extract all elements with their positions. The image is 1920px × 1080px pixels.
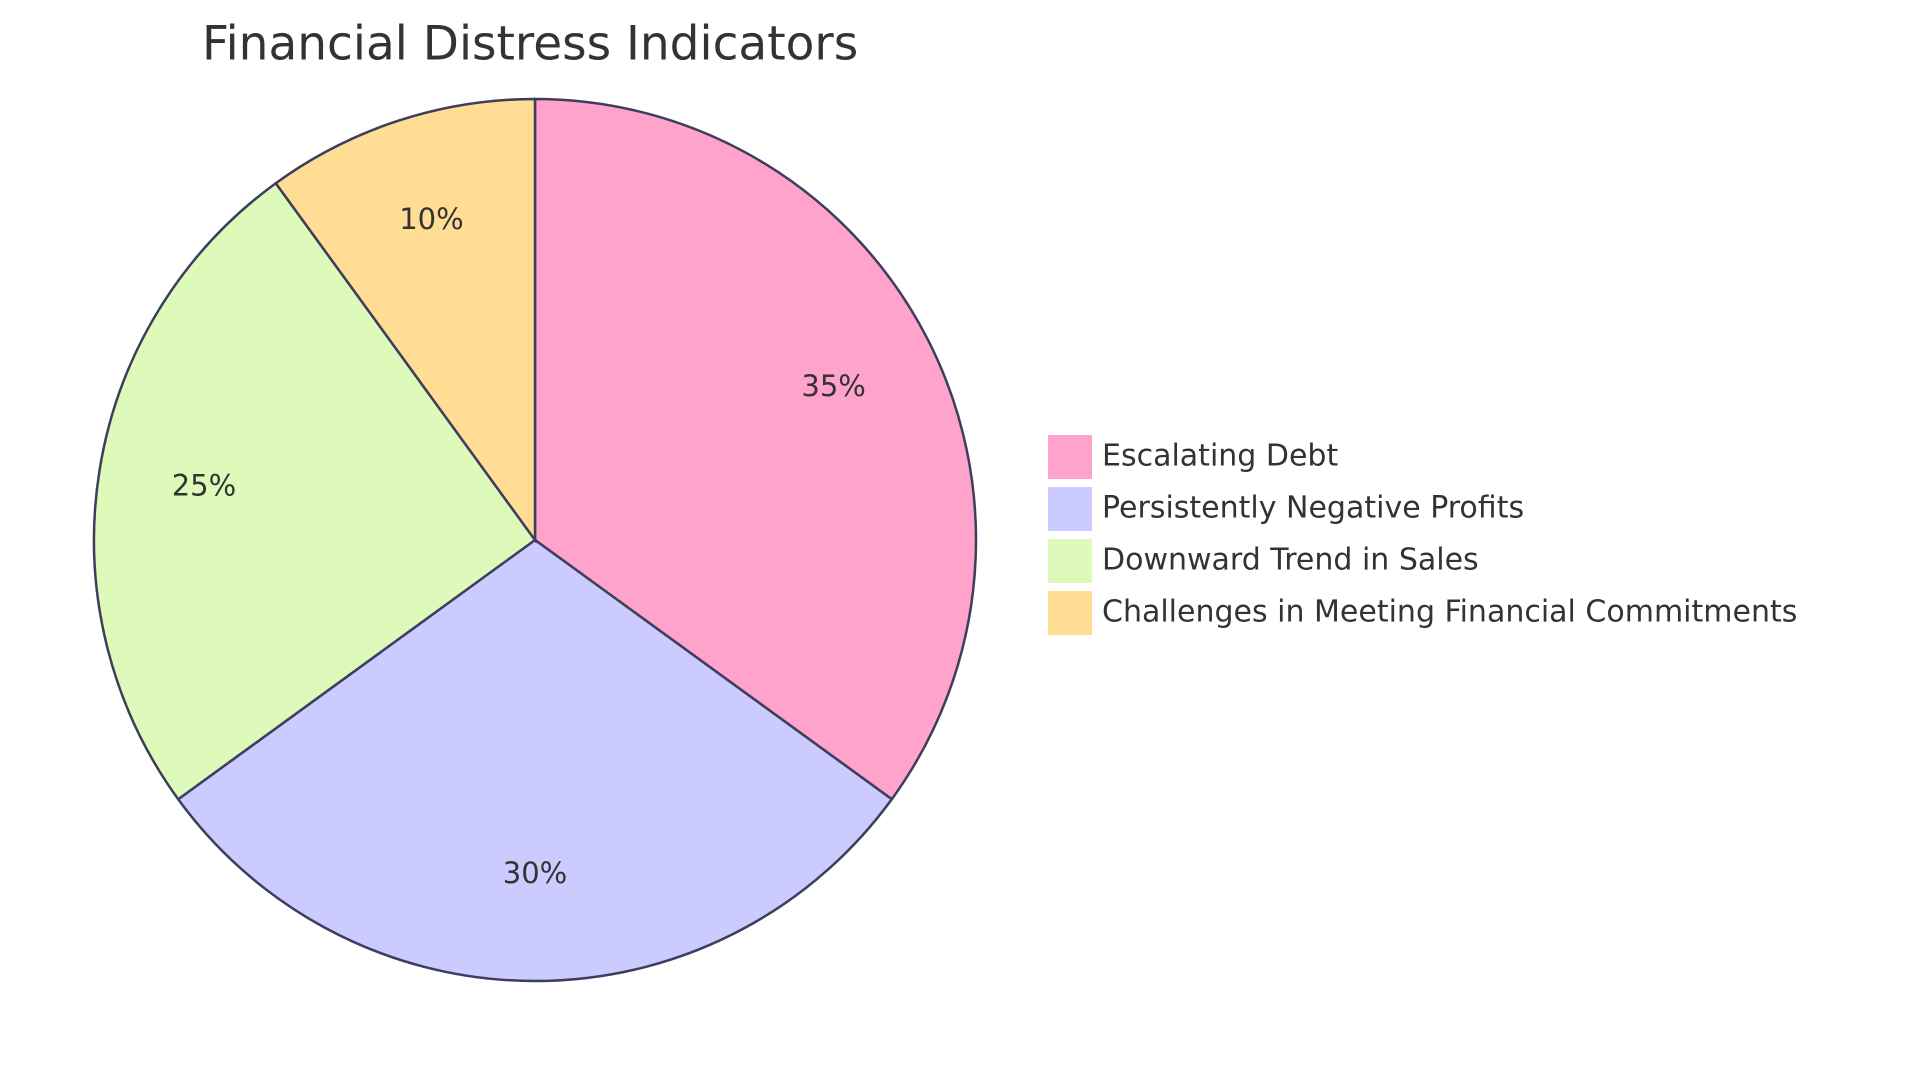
legend-swatch (1048, 539, 1092, 583)
legend-label: Persistently Negative Profits (1102, 491, 1524, 526)
slice-label: 25% (172, 469, 236, 503)
legend-swatch (1048, 591, 1092, 635)
pie-slice (92, 181, 537, 801)
pie-slice (274, 97, 537, 544)
legend-label: Challenges in Meeting Financial Commitme… (1102, 595, 1797, 630)
legend-swatch (1048, 487, 1092, 531)
pie-slice (533, 97, 978, 801)
slice-label: 10% (399, 202, 463, 236)
legend-label: Downward Trend in Sales (1102, 543, 1479, 578)
legend-swatch (1048, 435, 1092, 479)
slice-label: 30% (503, 856, 567, 890)
slice-label: 35% (801, 369, 865, 403)
pie-slice (176, 538, 894, 983)
chart-title: Financial Distress Indicators (202, 17, 858, 72)
legend-label: Escalating Debt (1102, 439, 1338, 474)
